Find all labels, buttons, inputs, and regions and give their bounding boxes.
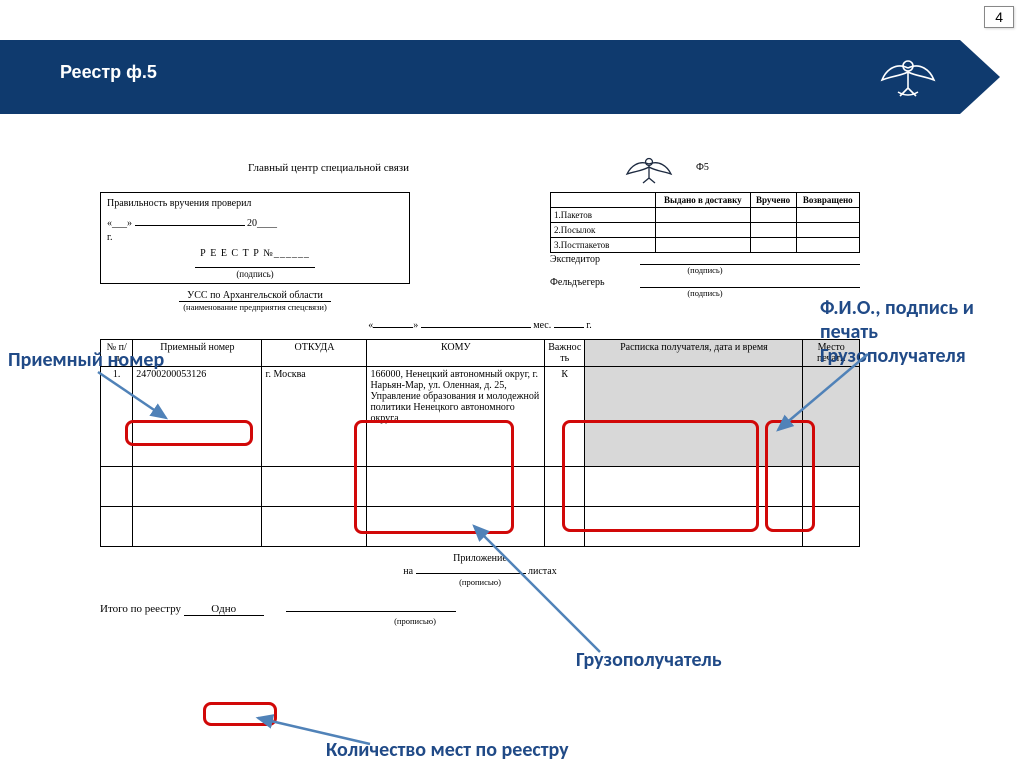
table-row: 1. 24700200053126 г. Москва 166000, Нене… xyxy=(101,366,860,466)
form-code: Ф5 xyxy=(696,162,709,173)
sum-r2: 2.Посылок xyxy=(551,223,656,238)
expeditor-label: Экспедитор xyxy=(550,254,640,265)
sum-r3: 3.Постпакетов xyxy=(551,238,656,253)
date-year: 20____ xyxy=(247,218,277,229)
small-eagle-icon xyxy=(622,152,676,186)
sum-r1: 1.Пакетов xyxy=(551,208,656,223)
header-arrow xyxy=(960,40,1000,114)
company-hint: (наименование предприятия спецсвязи) xyxy=(100,302,410,312)
date-line: «» мес. г. xyxy=(100,318,860,331)
total-label: Итого по реестру xyxy=(100,603,181,615)
feldjager-label: Фельдъегерь xyxy=(550,277,640,288)
sum-h3: Возвращено xyxy=(796,193,859,208)
attach-sheets: листах xyxy=(528,566,557,577)
col-from: ОТКУДА xyxy=(262,339,367,366)
callout-recv: Приемный номер xyxy=(8,348,164,372)
main-table: № п/п Приемный номер ОТКУДА КОМУ Важност… xyxy=(100,339,860,547)
callout-count: Количество мест по реестру xyxy=(326,738,569,762)
signers-block: Экспедитор (подпись) Фельдъегерь (подпис… xyxy=(550,252,860,312)
org-title: Главный центр специальной связи xyxy=(248,162,409,174)
document-form: Главный центр специальной связи Ф5 Прави… xyxy=(100,152,860,626)
date-suffix: г. xyxy=(107,231,403,245)
highlight-total xyxy=(203,702,277,726)
eagle-logo-icon xyxy=(878,48,938,104)
sum-h2: Вручено xyxy=(750,193,796,208)
cell-imp: К xyxy=(545,366,585,466)
table-row xyxy=(101,506,860,546)
col-to: КОМУ xyxy=(367,339,545,366)
date-prefix: «___» xyxy=(107,218,132,229)
cell-receipt xyxy=(585,366,803,466)
total-value: Одно xyxy=(184,603,264,616)
cell-seal xyxy=(803,366,860,466)
table-row xyxy=(101,466,860,506)
registry-label: Р Е Е С Т Р №______ xyxy=(107,247,403,261)
date-y: г. xyxy=(586,320,591,331)
signature-hint-2: (подпись) xyxy=(550,265,860,275)
col-receipt: Расписка получателя, дата и время xyxy=(585,339,803,366)
company-block: УСС по Архангельской области (наименован… xyxy=(100,288,410,312)
attachment-block: Приложение на листах (прописью) xyxy=(270,553,690,587)
correctness-box: Правильность вручения проверил «___» 20_… xyxy=(100,192,410,284)
total-line: Итого по реестру Одно (прописью) xyxy=(100,601,860,626)
company-name: УСС по Архангельской области xyxy=(179,290,331,302)
date-month: мес. xyxy=(533,320,551,331)
callout-consignee: Грузополучатель xyxy=(576,648,722,672)
attach-title: Приложение xyxy=(270,553,690,564)
col-imp: Важность xyxy=(545,339,585,366)
signature-hint-3: (подпись) xyxy=(550,288,860,298)
cell-n: 1. xyxy=(101,366,133,466)
total-hint: (прописью) xyxy=(330,616,500,626)
page-number: 4 xyxy=(984,6,1014,28)
callout-fio: Ф.И.О., подпись и печать Грузополучателя xyxy=(820,296,1020,368)
cell-from: г. Москва xyxy=(262,366,367,466)
slide-title: Реестр ф.5 xyxy=(60,62,157,83)
cell-to: 166000, Ненецкий автономный округ, г. На… xyxy=(367,366,545,466)
attach-on: на xyxy=(403,566,413,577)
correctness-label: Правильность вручения проверил xyxy=(107,197,403,211)
attach-hint: (прописью) xyxy=(270,577,690,587)
cell-recv: 24700200053126 xyxy=(133,366,262,466)
doc-header: Главный центр специальной связи Ф5 xyxy=(100,152,860,188)
sum-h1: Выдано в доставку xyxy=(656,193,751,208)
signature-hint-1: (подпись) xyxy=(195,267,315,281)
